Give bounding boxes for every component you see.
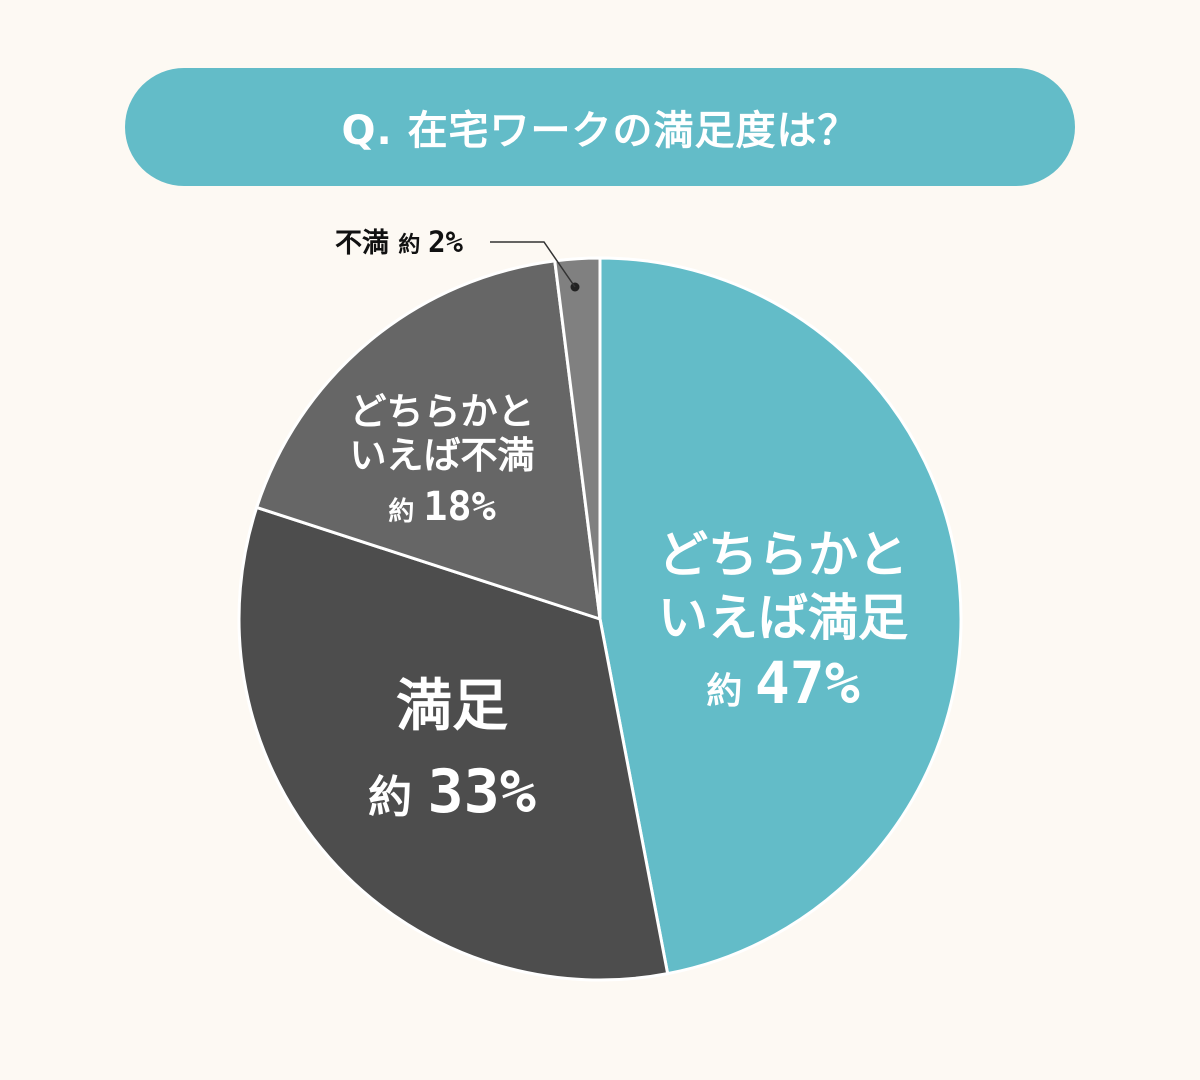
slice-percent-label: 約 18% xyxy=(388,484,495,530)
slice-percent-label: 約 47% xyxy=(706,649,859,717)
slice-label-line: 満足 xyxy=(396,674,508,739)
callout-label: 不満 約 2% xyxy=(335,225,464,259)
slice-label-line: いえば不満 xyxy=(350,434,535,477)
slice-label-1: 満足約 33% xyxy=(368,674,536,827)
slice-label-line: どちらかと xyxy=(658,526,908,584)
slice-label-line: いえば満足 xyxy=(658,589,908,647)
pie-slice-1 xyxy=(237,505,670,982)
chart-title: Q. 在宅ワークの満足度は？ xyxy=(341,108,859,154)
slice-label-line: どちらかと xyxy=(350,390,535,433)
pie-slice-2 xyxy=(255,259,602,621)
callout-leader-line xyxy=(490,241,576,288)
title-banner: Q. 在宅ワークの満足度は？ xyxy=(125,68,1075,186)
pie-slice-0 xyxy=(598,256,963,976)
pie-slice-3 xyxy=(553,256,602,621)
slice-percent-label: 約 33% xyxy=(368,757,536,827)
